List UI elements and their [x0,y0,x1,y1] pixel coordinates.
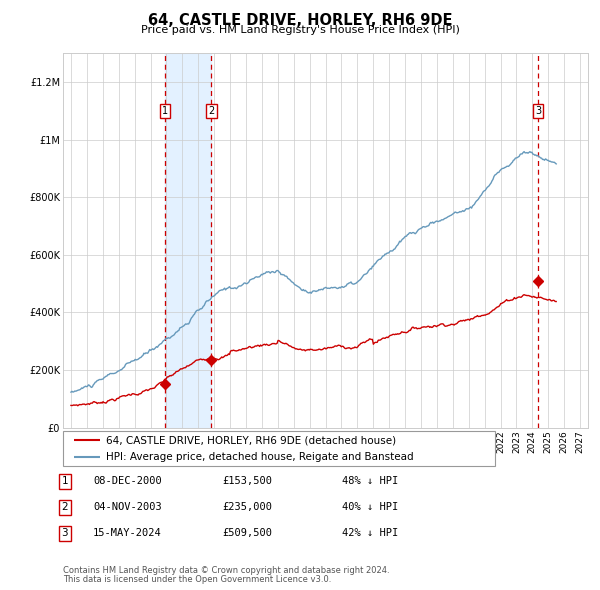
Text: 08-DEC-2000: 08-DEC-2000 [93,477,162,486]
Bar [165,53,211,428]
Bar [538,53,588,428]
Text: 3: 3 [61,529,68,538]
Text: 3: 3 [535,106,541,116]
Text: 64, CASTLE DRIVE, HORLEY, RH6 9DE (detached house): 64, CASTLE DRIVE, HORLEY, RH6 9DE (detac… [106,435,397,445]
Text: Contains HM Land Registry data © Crown copyright and database right 2024.: Contains HM Land Registry data © Crown c… [63,566,389,575]
Text: 04-NOV-2003: 04-NOV-2003 [93,503,162,512]
Text: 1: 1 [61,477,68,486]
Text: 15-MAY-2024: 15-MAY-2024 [93,529,162,538]
Text: £153,500: £153,500 [222,477,272,486]
Text: 2: 2 [61,503,68,512]
Text: Price paid vs. HM Land Registry's House Price Index (HPI): Price paid vs. HM Land Registry's House … [140,25,460,35]
Text: 48% ↓ HPI: 48% ↓ HPI [342,477,398,486]
Text: 2: 2 [208,106,215,116]
Text: HPI: Average price, detached house, Reigate and Banstead: HPI: Average price, detached house, Reig… [106,451,414,461]
Text: £509,500: £509,500 [222,529,272,538]
Text: This data is licensed under the Open Government Licence v3.0.: This data is licensed under the Open Gov… [63,575,331,584]
Text: £235,000: £235,000 [222,503,272,512]
Text: 42% ↓ HPI: 42% ↓ HPI [342,529,398,538]
FancyBboxPatch shape [63,431,495,466]
Text: 64, CASTLE DRIVE, HORLEY, RH6 9DE: 64, CASTLE DRIVE, HORLEY, RH6 9DE [148,13,452,28]
Text: 1: 1 [162,106,169,116]
Text: 40% ↓ HPI: 40% ↓ HPI [342,503,398,512]
